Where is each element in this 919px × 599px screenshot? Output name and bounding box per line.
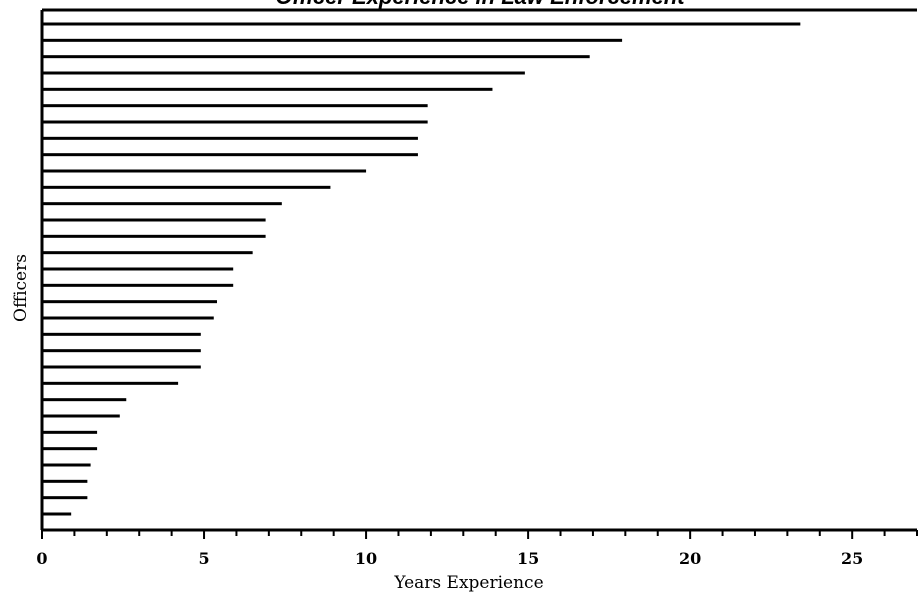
bar xyxy=(42,283,234,287)
bar xyxy=(42,447,98,451)
bar xyxy=(42,349,201,353)
x-tick-label: 0 xyxy=(36,549,47,568)
bar xyxy=(42,365,201,369)
bar xyxy=(42,22,801,26)
bar xyxy=(42,332,201,336)
bar xyxy=(42,267,234,271)
bar xyxy=(42,153,418,157)
bars-group xyxy=(42,22,801,516)
x-ticks-group: 0 5 10 15 20 25 xyxy=(36,530,918,568)
bar xyxy=(42,430,98,434)
bar xyxy=(42,463,91,467)
x-tick-label: 25 xyxy=(841,549,863,568)
bar xyxy=(42,120,428,124)
bar xyxy=(42,38,623,42)
x-tick-label: 20 xyxy=(679,549,701,568)
bar xyxy=(42,202,282,206)
bar xyxy=(42,87,493,91)
bar xyxy=(42,71,525,75)
x-tick-label: 5 xyxy=(198,549,209,568)
bar xyxy=(42,185,331,189)
bar xyxy=(42,479,88,483)
plot-frame xyxy=(40,8,917,532)
bar xyxy=(42,300,217,304)
x-tick-label: 10 xyxy=(355,549,377,568)
bar xyxy=(42,512,72,516)
bar xyxy=(42,381,179,385)
bar xyxy=(42,414,120,418)
chart-title: Officer Experience in Law Enforcement xyxy=(275,0,686,9)
bar xyxy=(42,398,127,402)
bar xyxy=(42,496,88,500)
bar xyxy=(42,55,590,59)
bar xyxy=(42,234,266,238)
bar xyxy=(42,251,253,255)
bar xyxy=(42,104,428,108)
bar xyxy=(42,316,214,320)
bar xyxy=(42,169,367,173)
y-axis-label: Officers xyxy=(11,254,31,322)
bar xyxy=(42,136,418,140)
x-tick-label: 15 xyxy=(517,549,539,568)
bar xyxy=(42,218,266,222)
x-axis-label: Years Experience xyxy=(393,573,543,593)
